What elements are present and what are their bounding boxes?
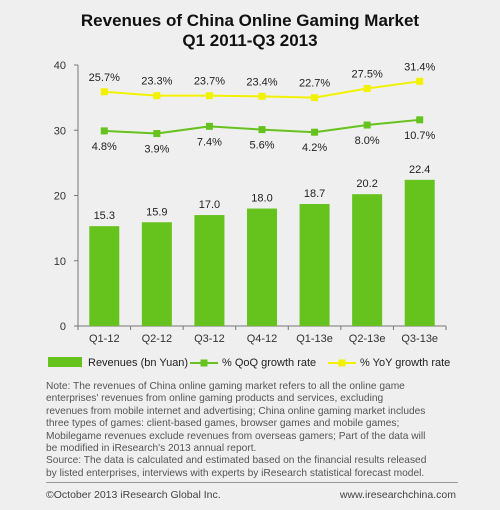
x-tick-label: Q2-12 <box>142 333 173 345</box>
x-tick-label: Q1-12 <box>89 333 120 345</box>
legend-marker-qoq <box>200 359 208 367</box>
legend-label-qoq: % QoQ growth rate <box>222 357 316 369</box>
legend-marker-yoy <box>338 359 346 367</box>
qoq-growth-label: 5.6% <box>249 140 274 152</box>
x-tick-label: Q1-13e <box>296 333 333 345</box>
note-line: enterprises' revenues from online gaming… <box>46 393 384 405</box>
yoy-growth-marker <box>258 92 266 100</box>
y-tick-label: 10 <box>54 256 66 268</box>
qoq-growth-label: 4.2% <box>302 142 327 154</box>
x-tick-label: Q4-12 <box>247 333 278 345</box>
legend-label-yoy: % YoY growth rate <box>360 357 450 369</box>
qoq-growth-label: 7.4% <box>197 136 222 148</box>
x-tick-label: Q3-13e <box>401 333 438 345</box>
qoq-growth-marker <box>153 130 161 138</box>
revenue-bar-label: 20.2 <box>356 178 377 190</box>
revenue-bar <box>194 215 225 326</box>
chart-canvas: 0 10 20 30 40 Q1-12 Q2-12 Q3-12 Q4-12 Q1-13e Q2-13… <box>48 60 450 369</box>
yoy-growth-marker <box>416 77 424 85</box>
footer-website: www.iresearchchina.com <box>339 489 456 501</box>
chart-title-line-2: Q1 2011-Q3 2013 <box>182 31 318 50</box>
revenue-bar-label: 17.0 <box>199 199 220 211</box>
legend-label-revenues: Revenues (bn Yuan) <box>88 357 188 369</box>
qoq-growth-marker <box>100 127 108 135</box>
revenue-bar-label: 18.0 <box>251 193 272 205</box>
revenue-bar-label: 18.7 <box>304 188 325 200</box>
note-line: Mobilegame revenues exclude revenues fro… <box>46 430 426 442</box>
revenue-bar <box>89 226 120 326</box>
legend-swatch-revenues <box>48 357 82 367</box>
revenue-bar <box>352 194 383 326</box>
y-tick-label: 40 <box>54 60 66 72</box>
qoq-growth-label: 10.7% <box>404 130 435 142</box>
x-tick-label: Q2-13e <box>349 333 386 345</box>
qoq-growth-marker <box>416 116 424 124</box>
note-line: revenues from mobile internet and advert… <box>46 405 426 417</box>
note-line: by listed enterprises, interviews with e… <box>46 467 425 479</box>
qoq-growth-marker <box>311 128 319 136</box>
yoy-growth-label: 23.7% <box>194 76 225 88</box>
yoy-growth-label: 27.5% <box>352 68 383 80</box>
yoy-growth-label: 23.3% <box>141 76 172 88</box>
y-tick-label: 20 <box>54 191 66 203</box>
x-tick-label: Q3-12 <box>194 333 225 345</box>
yoy-growth-marker <box>311 94 319 102</box>
yoy-growth-label: 25.7% <box>89 72 120 84</box>
footer-divider <box>46 482 458 483</box>
qoq-growth-label: 3.9% <box>144 144 169 156</box>
yoy-growth-marker <box>153 92 161 100</box>
yoy-growth-marker <box>205 92 213 100</box>
qoq-growth-label: 4.8% <box>92 141 117 153</box>
revenue-bar <box>141 222 172 326</box>
yoy-growth-marker <box>100 88 108 96</box>
y-tick-label: 0 <box>60 321 66 333</box>
chart-note: Note: The revenues of China online gamin… <box>46 381 466 480</box>
qoq-growth-marker <box>205 122 213 130</box>
yoy-growth-label: 22.7% <box>299 78 330 90</box>
revenue-bar <box>404 179 435 326</box>
qoq-growth-label: 8.0% <box>355 135 380 147</box>
footer-copyright: ©October 2013 iResearch Global Inc. <box>46 489 221 501</box>
yoy-growth-marker <box>363 84 371 92</box>
note-line: Note: The revenues of China online gamin… <box>46 381 405 392</box>
note-line: Source: The data is calculated and estim… <box>46 455 427 467</box>
chart-title-line-1: Revenues of China Online Gaming Market <box>80 11 420 30</box>
revenue-bar <box>299 203 330 326</box>
revenue-bar-label: 15.9 <box>146 206 167 218</box>
qoq-growth-marker <box>363 121 371 129</box>
note-line: three types of games: client-based games… <box>46 418 400 430</box>
revenue-bar-label: 22.4 <box>409 164 430 176</box>
revenue-bar-label: 15.3 <box>94 210 115 222</box>
y-tick-label: 30 <box>54 125 66 137</box>
yoy-growth-label: 31.4% <box>404 61 435 73</box>
note-line: be modified in iResearch's 2013 annual r… <box>46 443 257 455</box>
qoq-growth-marker <box>258 126 266 134</box>
yoy-growth-label: 23.4% <box>246 76 277 88</box>
revenue-bar <box>247 208 277 326</box>
